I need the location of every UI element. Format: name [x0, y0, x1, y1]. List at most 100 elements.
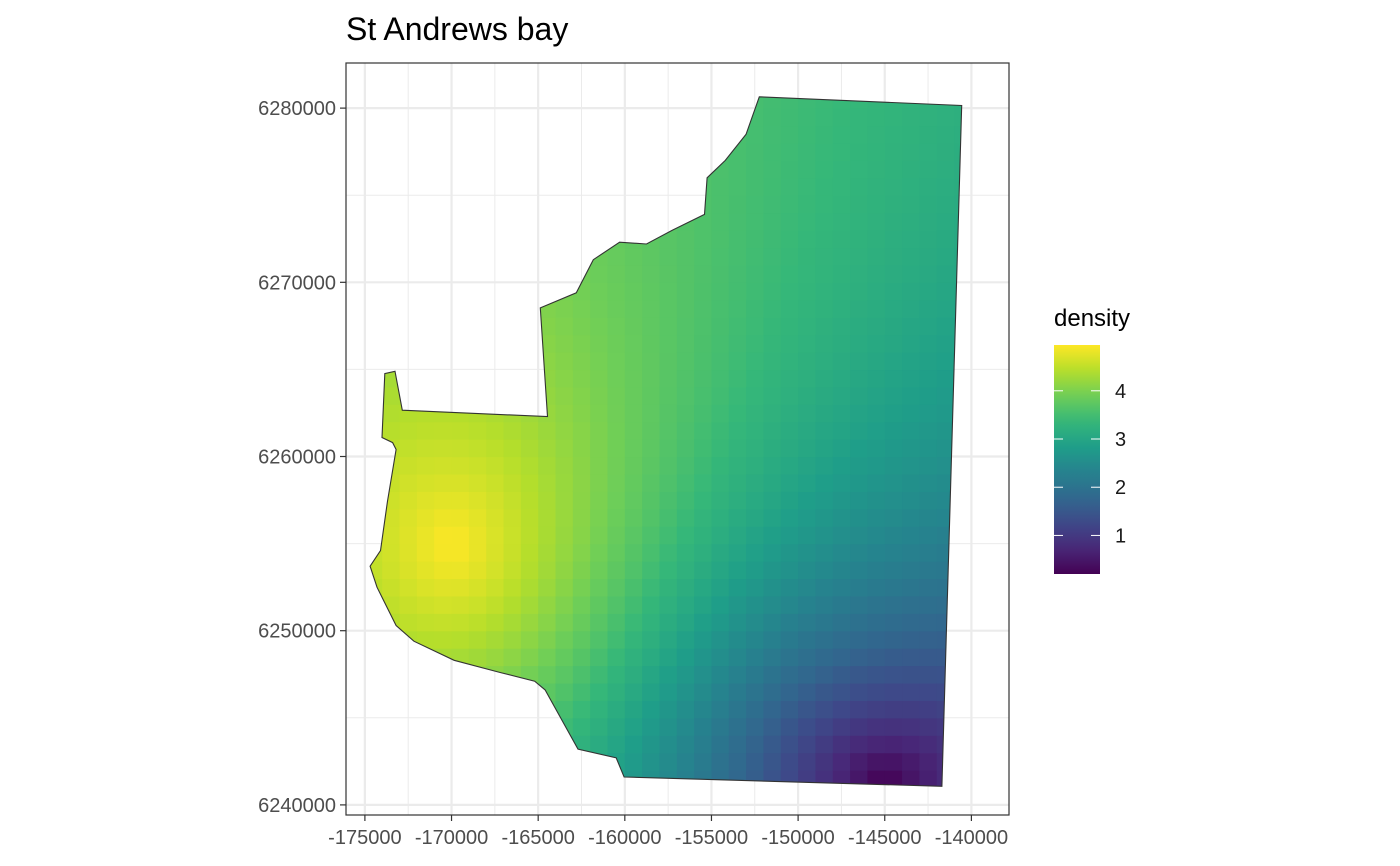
- density-cell: [780, 386, 799, 405]
- density-cell: [382, 264, 401, 283]
- density-cell: [642, 543, 661, 562]
- density-cell: [815, 752, 834, 771]
- density-cell: [815, 491, 834, 510]
- density-cell: [711, 665, 730, 684]
- density-cell: [486, 595, 505, 614]
- density-cell: [746, 491, 765, 510]
- density-cell: [780, 752, 799, 771]
- density-cell: [867, 439, 886, 458]
- density-cell: [607, 142, 626, 161]
- density-cell: [832, 770, 851, 787]
- density-cell: [451, 334, 470, 353]
- density-cell: [676, 578, 695, 597]
- density-cell: [399, 439, 418, 458]
- density-cell: [954, 177, 962, 196]
- density-cell: [954, 752, 962, 771]
- density-cell: [642, 561, 661, 580]
- density-cell: [434, 282, 453, 301]
- density-cell: [763, 421, 782, 440]
- density-cell: [572, 404, 591, 423]
- density-cell: [451, 421, 470, 440]
- density-cell: [642, 299, 661, 318]
- density-cell: [642, 230, 661, 249]
- density-cell: [642, 456, 661, 475]
- density-cell: [884, 160, 903, 179]
- density-cell: [954, 351, 962, 371]
- density-cell: [538, 369, 557, 388]
- density-cell: [434, 369, 453, 388]
- density-cell: [538, 386, 557, 405]
- density-cell: [416, 125, 435, 144]
- density-cell: [954, 613, 962, 632]
- density-cell: [642, 160, 661, 179]
- density-cell: [867, 282, 886, 301]
- density-cell: [919, 613, 938, 632]
- density-cell: [468, 96, 487, 109]
- density-cell: [746, 630, 765, 649]
- density-cell: [728, 613, 747, 632]
- density-cell: [538, 160, 557, 179]
- density-cell: [694, 282, 713, 301]
- density-cell: [607, 212, 626, 231]
- density-cell: [659, 317, 678, 336]
- density-cell: [798, 648, 817, 667]
- density-cell: [694, 125, 713, 144]
- density-cell: [451, 299, 470, 318]
- density-cell: [832, 665, 851, 684]
- density-cell: [468, 334, 487, 353]
- density-cell: [624, 630, 643, 649]
- density-cell: [451, 595, 470, 614]
- density-cell: [399, 421, 418, 440]
- density-cell: [468, 613, 487, 632]
- density-cell: [936, 334, 955, 353]
- density-cell: [936, 264, 955, 283]
- density-cell: [936, 752, 955, 771]
- density-cell: [694, 351, 713, 371]
- density-cell: [572, 491, 591, 510]
- density-cell: [815, 578, 834, 597]
- density-cell: [867, 526, 886, 545]
- density-cell: [884, 439, 903, 458]
- density-cell: [728, 108, 747, 127]
- density-cell: [451, 665, 470, 684]
- density-cell: [642, 630, 661, 649]
- density-cell: [624, 351, 643, 371]
- density-cell: [763, 160, 782, 179]
- density-cell: [815, 456, 834, 475]
- density-cell: [867, 700, 886, 719]
- density-cell: [676, 177, 695, 196]
- density-cell: [728, 421, 747, 440]
- density-cell: [919, 351, 938, 371]
- density-cell: [798, 386, 817, 405]
- density-cell: [763, 770, 782, 787]
- density-cell: [780, 700, 799, 719]
- density-cell: [382, 526, 401, 545]
- density-cell: [451, 682, 470, 701]
- density-cell: [659, 299, 678, 318]
- density-cell: [468, 351, 487, 371]
- density-cell: [607, 648, 626, 667]
- density-cell: [850, 334, 869, 353]
- density-cell: [607, 735, 626, 754]
- density-cell: [919, 717, 938, 736]
- density-cell: [538, 648, 557, 667]
- density-cell: [468, 770, 487, 787]
- density-cell: [382, 386, 401, 405]
- density-cell: [572, 578, 591, 597]
- density-cell: [694, 665, 713, 684]
- density-cell: [676, 561, 695, 580]
- density-cell: [936, 386, 955, 405]
- density-cell: [728, 439, 747, 458]
- density-cell: [780, 212, 799, 231]
- density-cell: [902, 299, 921, 318]
- density-cell: [728, 526, 747, 545]
- density-cell: [590, 508, 609, 527]
- density-cell: [642, 142, 661, 161]
- density-cell: [850, 543, 869, 562]
- density-cell: [416, 230, 435, 249]
- density-cell: [642, 491, 661, 510]
- density-cell: [382, 351, 401, 371]
- density-cell: [728, 770, 747, 787]
- density-cell: [538, 456, 557, 475]
- density-cell: [572, 456, 591, 475]
